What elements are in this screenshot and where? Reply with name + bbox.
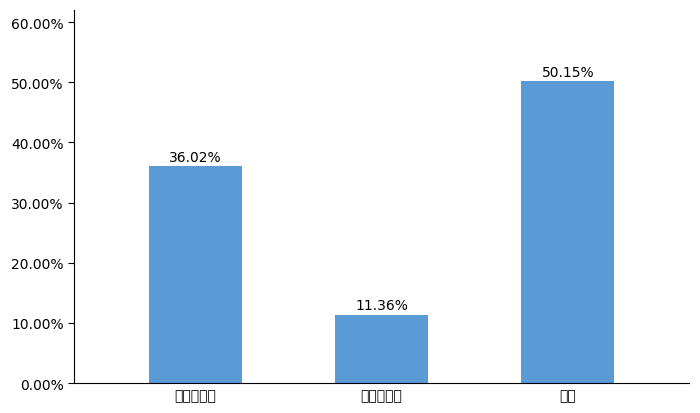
Bar bbox=[522, 82, 615, 383]
Bar bbox=[148, 167, 242, 383]
Text: 50.15%: 50.15% bbox=[542, 66, 594, 80]
Text: 36.02%: 36.02% bbox=[169, 151, 221, 164]
Text: 11.36%: 11.36% bbox=[355, 299, 408, 313]
Bar bbox=[335, 315, 428, 383]
